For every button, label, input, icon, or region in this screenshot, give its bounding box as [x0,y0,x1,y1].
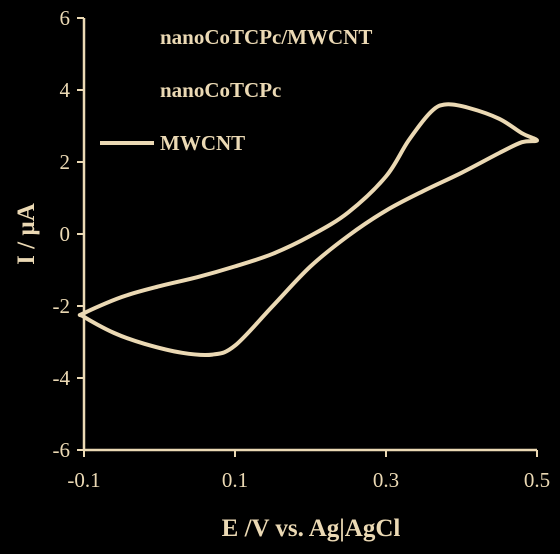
legend-entry: MWCNT [160,131,245,155]
x-tick-label: -0.1 [67,468,100,492]
x-tick-label: 0.5 [524,468,550,492]
legend-entry: nanoCoTCPc [160,78,281,102]
y-tick-label: 2 [60,150,71,174]
y-axis-title: I / µA [13,203,40,265]
y-tick-label: 4 [60,78,71,102]
x-axis-title: E /V vs. Ag|AgCl [222,515,401,542]
y-tick-label: -2 [53,294,71,318]
x-tick-label: 0.1 [222,468,248,492]
y-tick-label: 0 [60,222,71,246]
x-tick-label: 0.3 [373,468,399,492]
legend-entry: nanoCoTCPc/MWCNT [160,25,372,49]
y-tick-label: -6 [53,438,71,462]
y-tick-label: 6 [60,6,71,30]
y-tick-label: -4 [53,366,71,390]
